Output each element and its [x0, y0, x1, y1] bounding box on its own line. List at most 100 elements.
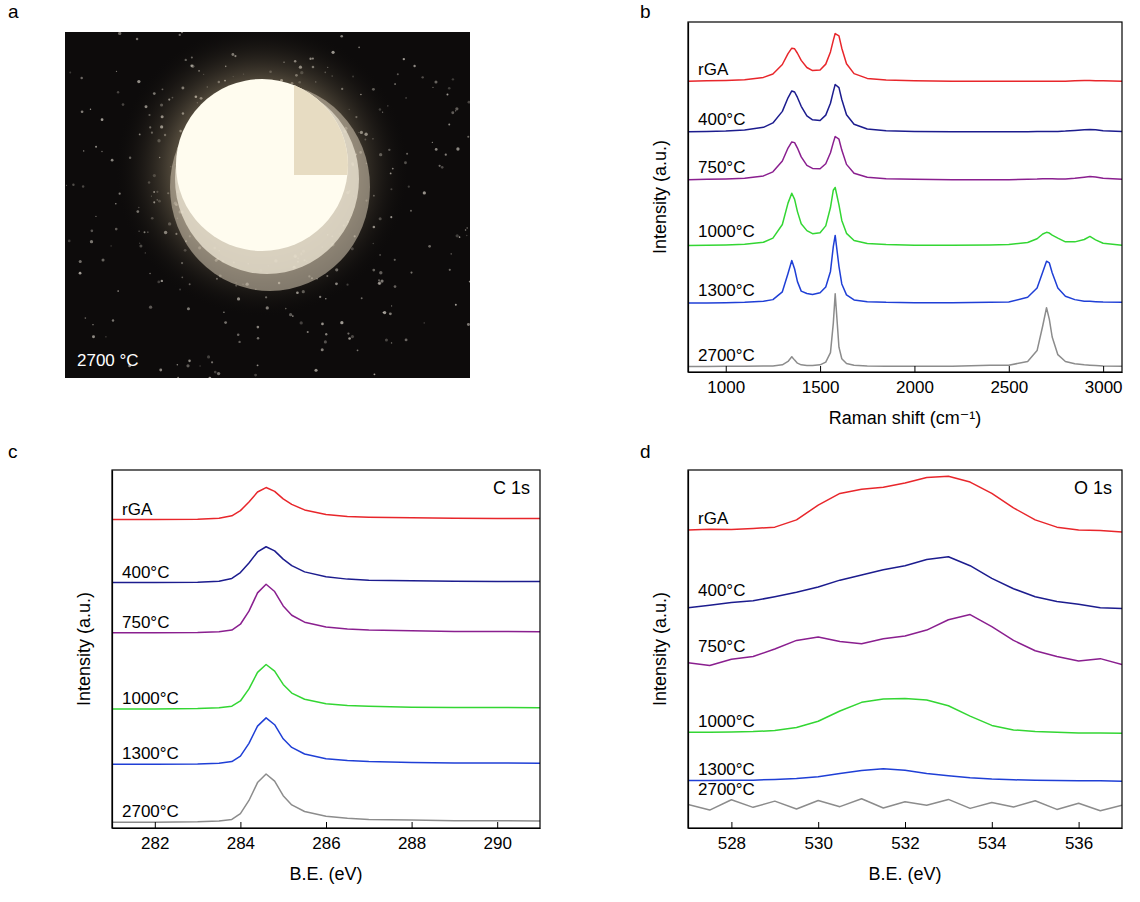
x-tick: 282 — [141, 822, 169, 853]
x-tick-mark — [412, 822, 413, 828]
photo-fleck — [116, 71, 117, 72]
photo-fleck — [324, 340, 327, 343]
photo-fleck — [410, 272, 412, 274]
x-tick-mark — [497, 822, 498, 828]
photo-fleck — [469, 281, 470, 283]
plot-frame — [688, 470, 1122, 828]
photo-fleck — [450, 253, 452, 255]
photo-fleck — [68, 240, 71, 243]
x-tick-label: 286 — [312, 834, 340, 853]
x-tick: 2000 — [896, 366, 934, 397]
photo-fleck — [394, 259, 396, 261]
photo-fleck — [340, 35, 343, 38]
photo-fleck — [456, 234, 459, 237]
x-axis-title: B.E. (eV) — [289, 864, 362, 884]
photo-fleck — [199, 365, 201, 367]
photo-fleck — [423, 191, 426, 194]
series-label: 2700°C — [698, 346, 755, 365]
photo-fleck — [434, 80, 437, 83]
spectrum-line — [688, 235, 1122, 303]
photo-fleck — [186, 364, 189, 367]
photo-fleck — [149, 273, 151, 275]
photo-fleck — [208, 377, 211, 378]
photo-fleck — [358, 46, 360, 48]
y-axis-title: Intensity (a.u.) — [650, 140, 670, 254]
photo-fleck — [397, 73, 399, 75]
spectrum-line — [688, 799, 1122, 811]
photo-disk — [172, 75, 354, 255]
x-tick-label: 536 — [1065, 834, 1093, 853]
spectrum-line — [112, 547, 540, 583]
spectrum-panel: 10001500200025003000Raman shift (cm⁻¹)In… — [640, 1, 1123, 428]
photo-fleck — [340, 321, 343, 324]
photo-fleck — [351, 335, 354, 338]
x-tick-mark — [820, 366, 821, 372]
series-label: 750°C — [698, 637, 745, 656]
x-tick-label: 528 — [718, 834, 746, 853]
spectrum-line — [688, 476, 1122, 532]
photo-fleck — [321, 348, 324, 351]
y-axis-title: Intensity (a.u.) — [74, 592, 94, 706]
photo-fleck — [101, 151, 102, 152]
plot-area — [688, 34, 1122, 367]
y-axis — [688, 471, 689, 829]
x-tick: 532 — [891, 822, 919, 853]
panel-title: C 1s — [493, 478, 530, 498]
x-tick-label: 2500 — [990, 378, 1028, 397]
spectrum-line — [688, 85, 1122, 132]
x-tick: 3000 — [1085, 366, 1123, 397]
series-label: 1300°C — [698, 760, 755, 779]
photo-fleck — [72, 184, 74, 186]
photo-fleck — [432, 87, 433, 88]
x-tick: 288 — [398, 822, 426, 853]
photo-fleck — [211, 361, 213, 363]
spectrum-line — [688, 294, 1122, 367]
spectrum-line — [112, 488, 540, 520]
photo-fleck — [136, 38, 139, 41]
series-label: 400°C — [122, 563, 169, 582]
plot-frame — [688, 22, 1122, 372]
photo-fleck — [379, 271, 382, 274]
panel-letter: c — [8, 441, 18, 462]
photo-fleck — [69, 72, 71, 74]
photo-fleck — [432, 142, 433, 143]
x-tick-label: 290 — [484, 834, 512, 853]
x-tick: 528 — [718, 822, 746, 853]
x-axis-line — [689, 828, 1123, 829]
photo-fleck — [391, 342, 392, 343]
series-label: rGA — [698, 509, 729, 528]
series-label: 1000°C — [698, 222, 755, 241]
x-tick-label: 1500 — [802, 378, 840, 397]
photo-fleck — [383, 311, 386, 314]
photo-fleck — [459, 236, 461, 238]
photo-fleck — [456, 147, 459, 150]
x-tick-label: 282 — [141, 834, 169, 853]
photo-fleck — [112, 319, 114, 321]
photo-fleck — [374, 373, 376, 375]
x-tick-label: 2000 — [896, 378, 934, 397]
photo-image — [65, 32, 470, 378]
photo-annotation: 2700 °C — [77, 351, 139, 370]
photo-fleck — [257, 326, 260, 329]
photo-fleck — [439, 165, 441, 167]
x-tick: 534 — [978, 822, 1006, 853]
photo-fleck — [405, 97, 406, 98]
photo-fleck — [177, 364, 179, 366]
photo-fleck — [159, 368, 162, 371]
x-tick-label: 3000 — [1085, 378, 1123, 397]
photo-fleck — [448, 87, 451, 90]
x-tick: 286 — [312, 822, 340, 853]
photo-fleck — [149, 306, 152, 309]
photo-fleck — [237, 334, 240, 337]
photo-fleck — [177, 377, 179, 378]
photo-fleck — [325, 333, 327, 335]
x-tick: 1000 — [707, 366, 745, 397]
spectrum-line — [688, 557, 1122, 609]
photo-fleck — [466, 227, 468, 229]
y-axis-line — [688, 471, 689, 829]
photo-fleck — [321, 323, 324, 326]
photo-fleck — [467, 323, 470, 326]
photo-fleck — [254, 374, 257, 377]
photo-fleck — [455, 107, 458, 110]
y-axis — [688, 23, 689, 373]
